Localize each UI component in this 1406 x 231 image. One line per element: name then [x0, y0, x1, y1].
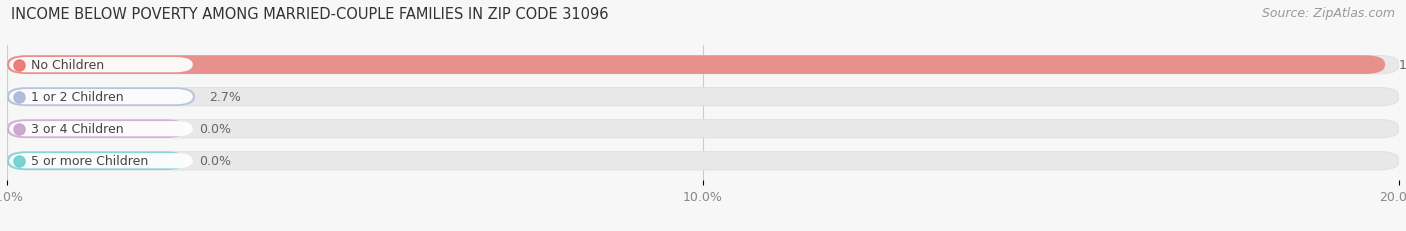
FancyBboxPatch shape [7, 56, 1385, 75]
FancyBboxPatch shape [7, 88, 1399, 106]
FancyBboxPatch shape [8, 122, 193, 137]
FancyBboxPatch shape [8, 58, 193, 73]
FancyBboxPatch shape [7, 120, 1399, 138]
FancyBboxPatch shape [7, 120, 186, 138]
FancyBboxPatch shape [7, 88, 195, 106]
Text: 3 or 4 Children: 3 or 4 Children [31, 123, 124, 136]
FancyBboxPatch shape [8, 90, 193, 105]
Text: 2.7%: 2.7% [209, 91, 240, 104]
FancyBboxPatch shape [7, 152, 186, 170]
Text: Source: ZipAtlas.com: Source: ZipAtlas.com [1261, 7, 1395, 20]
Text: 0.0%: 0.0% [200, 155, 232, 167]
Text: No Children: No Children [31, 59, 104, 72]
Text: 0.0%: 0.0% [200, 123, 232, 136]
Text: 5 or more Children: 5 or more Children [31, 155, 149, 167]
Text: 19.8%: 19.8% [1399, 59, 1406, 72]
Text: INCOME BELOW POVERTY AMONG MARRIED-COUPLE FAMILIES IN ZIP CODE 31096: INCOME BELOW POVERTY AMONG MARRIED-COUPL… [11, 7, 609, 22]
Text: 1 or 2 Children: 1 or 2 Children [31, 91, 124, 104]
FancyBboxPatch shape [7, 152, 1399, 170]
FancyBboxPatch shape [7, 56, 1399, 75]
FancyBboxPatch shape [8, 153, 193, 169]
